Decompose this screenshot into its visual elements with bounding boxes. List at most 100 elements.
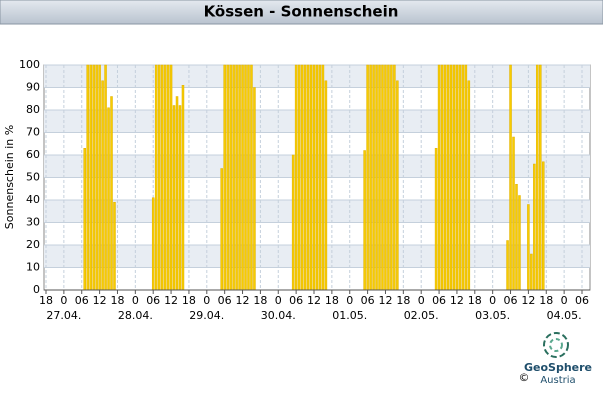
bar	[366, 64, 369, 291]
bar	[542, 161, 545, 291]
bar	[98, 64, 101, 291]
bar	[294, 64, 298, 291]
bar	[467, 80, 471, 291]
logo-name: GeoSphere	[524, 361, 592, 374]
bar	[390, 64, 393, 291]
x-tick-label: 12	[93, 294, 107, 307]
bar	[220, 168, 223, 291]
x-tick-label: 06	[504, 294, 518, 307]
bar	[309, 64, 313, 291]
bar	[527, 204, 530, 291]
x-tick-label: 18	[396, 294, 410, 307]
bar	[324, 80, 328, 291]
bar	[101, 80, 104, 291]
y-axis-label: Sonnenschein in %	[3, 125, 16, 229]
bar	[244, 64, 247, 291]
x-tick-label: 18	[468, 294, 482, 307]
x-tick-label: 12	[378, 294, 392, 307]
bar	[241, 64, 244, 291]
bar	[163, 64, 167, 291]
y-tick-label: 100	[19, 58, 40, 71]
bar	[172, 105, 176, 291]
bar	[396, 80, 399, 291]
x-tick-label: 18	[110, 294, 124, 307]
x-tick-label: 12	[307, 294, 321, 307]
bar	[464, 64, 468, 291]
x-tick-label: 0	[60, 294, 67, 307]
x-tick-label: 06	[361, 294, 375, 307]
bar	[303, 64, 307, 291]
chart-title: Kössen - Sonnenschein	[204, 3, 399, 21]
bar	[175, 96, 179, 291]
bar	[291, 154, 295, 291]
bar	[232, 64, 235, 291]
bar	[378, 64, 381, 291]
bar	[110, 96, 113, 291]
bar	[107, 107, 110, 291]
date-label: 27.04.	[46, 309, 81, 322]
x-tick-label: 06	[289, 294, 303, 307]
bar	[247, 64, 250, 291]
bar	[387, 64, 390, 291]
bar	[321, 64, 325, 291]
y-tick-label: 20	[26, 238, 40, 251]
y-tick-label: 50	[26, 171, 40, 184]
date-label: 02.05.	[404, 309, 439, 322]
bar	[181, 85, 185, 291]
x-tick-label: 06	[432, 294, 446, 307]
bar	[151, 197, 155, 291]
bar	[452, 64, 456, 291]
bar	[166, 64, 170, 291]
bar	[455, 64, 459, 291]
date-label: 01.05.	[332, 309, 367, 322]
x-tick-label: 12	[450, 294, 464, 307]
bar	[300, 64, 304, 291]
y-tick-label: 60	[26, 148, 40, 161]
x-tick-label: 18	[325, 294, 339, 307]
bar	[92, 64, 95, 291]
logo: GeoSphere Austria ©	[519, 332, 592, 386]
bar	[539, 64, 542, 291]
x-tick-label: 06	[575, 294, 589, 307]
bar	[375, 64, 378, 291]
x-tick-label: 06	[146, 294, 160, 307]
bar	[83, 148, 86, 291]
x-tick-label: 18	[539, 294, 553, 307]
bar	[229, 64, 232, 291]
bar	[372, 64, 375, 291]
bar	[437, 64, 441, 291]
bar	[518, 195, 521, 291]
bar	[449, 64, 453, 291]
bar	[312, 64, 316, 291]
title-bar	[0, 0, 603, 25]
bar	[306, 64, 310, 291]
copyright: ©	[519, 371, 530, 384]
logo-mark	[549, 338, 563, 352]
x-tick-label: 0	[561, 294, 568, 307]
x-tick-label: 0	[203, 294, 210, 307]
bar	[104, 64, 107, 291]
bar	[253, 87, 256, 291]
y-tick-label: 90	[26, 81, 40, 94]
bar	[157, 64, 161, 291]
bar	[363, 150, 366, 291]
x-tick-label: 12	[236, 294, 250, 307]
bar	[226, 64, 229, 291]
bar	[515, 184, 518, 291]
bar	[250, 64, 253, 291]
x-tick-label: 0	[418, 294, 425, 307]
date-label: 30.04.	[261, 309, 296, 322]
bar	[160, 64, 164, 291]
bar	[223, 64, 226, 291]
y-tick-label: 30	[26, 216, 40, 229]
x-tick-label: 12	[521, 294, 535, 307]
bar	[512, 136, 515, 291]
x-tick-label: 0	[132, 294, 139, 307]
x-tick-label: 06	[218, 294, 232, 307]
bar	[458, 64, 462, 291]
bar	[315, 64, 319, 291]
bar	[381, 64, 384, 291]
bar	[440, 64, 444, 291]
bar	[443, 64, 447, 291]
